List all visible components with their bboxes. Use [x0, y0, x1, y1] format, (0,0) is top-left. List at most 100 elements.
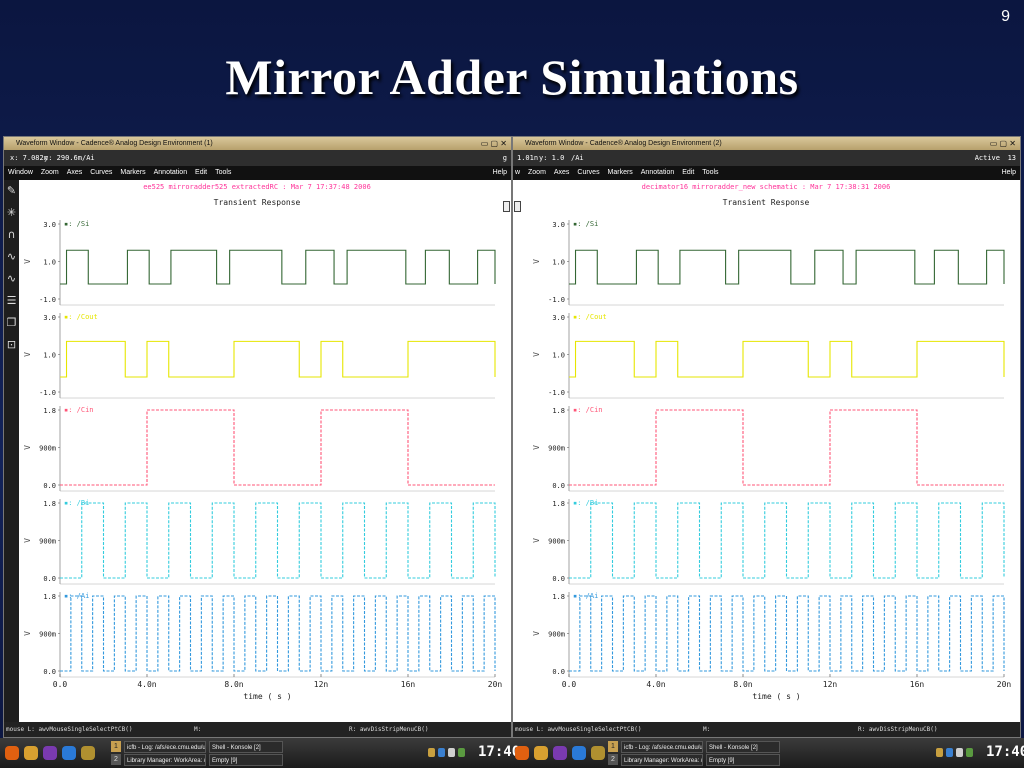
kde-icon[interactable] [534, 746, 548, 760]
menu-curves[interactable]: Curves [90, 169, 113, 176]
menu-tools[interactable]: Tools [702, 169, 719, 176]
series-legend: ▪: /Cout [64, 313, 98, 321]
tray-icon[interactable] [458, 748, 465, 757]
wave-down-icon[interactable]: ∿ [6, 250, 17, 263]
x-tick-label: 0.0 [562, 680, 577, 689]
help-icon[interactable] [572, 746, 586, 760]
pixel-icon[interactable] [553, 746, 567, 760]
status-mouse-right: R: awvDisStripMenuCB() [349, 726, 429, 733]
terminal-icon[interactable] [591, 746, 605, 760]
menu-annotation[interactable]: Annotation [153, 169, 188, 176]
task-icfb-log[interactable]: icfb - Log: /afs/ece.cmu.edu/u [124, 741, 206, 753]
y-unit-label: V [23, 631, 32, 636]
menu-annotation[interactable]: Annotation [640, 169, 675, 176]
scroll-marker[interactable] [503, 201, 510, 212]
window-titlebar[interactable]: Waveform Window - Cadence® Analog Design… [4, 137, 511, 150]
tray-icon[interactable] [966, 748, 973, 757]
firefox-icon[interactable] [515, 746, 529, 760]
coordinate-bar: 1.01n y: 1.0 /Ai Active 13 [513, 150, 1020, 166]
y-tick-label: 1.8 [43, 593, 56, 601]
menu-window[interactable]: w [515, 169, 521, 176]
taskbar-clock: 17:40 [478, 744, 521, 760]
y-unit-label: V [23, 259, 32, 264]
series-legend: ▪: /Cout [573, 313, 607, 321]
status-bar: mouse L: awvMouseSingleSelectPtCB() M: R… [4, 722, 511, 737]
coordinate-bar: x: 7.082n y: 290.6m /Ai g [4, 150, 511, 166]
window-controls[interactable]: ▭ ▢ ✕ [480, 139, 507, 148]
terminal-icon[interactable] [81, 746, 95, 760]
active-label: Active [974, 154, 1000, 162]
menu-axes[interactable]: Axes [553, 169, 570, 176]
help-icon[interactable] [62, 746, 76, 760]
y-unit-label: V [532, 259, 541, 264]
window-controls[interactable]: ▭ ▢ ✕ [989, 139, 1016, 148]
waveform-plot[interactable]: ee525 mirroradder525 extractedRC : Mar 7… [4, 180, 511, 708]
menu-window[interactable]: Window [8, 169, 33, 176]
x-axis-label: time ( s ) [752, 692, 800, 701]
wave-up-icon[interactable]: ∿ [6, 272, 17, 285]
task-icfb-log[interactable]: icfb - Log: /afs/ece.cmu.edu/u [621, 741, 703, 753]
menu-axes[interactable]: Axes [66, 169, 83, 176]
kde-icon[interactable] [24, 746, 38, 760]
menu-help[interactable]: Help [1001, 169, 1016, 176]
series-legend: ▪: /Bi [64, 499, 89, 507]
copy-icon[interactable]: ❐ [6, 316, 17, 329]
desktop-1-button[interactable]: 1 [608, 741, 618, 752]
task-empty[interactable]: Empty [9] [706, 754, 780, 766]
menu-markers[interactable]: Markers [607, 169, 633, 176]
task-empty[interactable]: Empty [9] [209, 754, 283, 766]
menu-edit[interactable]: Edit [195, 169, 208, 176]
tray-icon[interactable] [936, 748, 943, 757]
tray-icon[interactable] [956, 748, 963, 757]
desktop-2-button[interactable]: 2 [111, 754, 121, 765]
desktop-2-button[interactable]: 2 [608, 754, 618, 765]
tray-icon[interactable] [946, 748, 953, 757]
status-bar: mouse L: awvMouseSingleSelectPtCB() M: R… [513, 722, 1020, 737]
y-tick-label: 900m [548, 445, 565, 453]
y-tick-label: 900m [548, 631, 565, 639]
x-tick-label: 4.0n [137, 680, 156, 689]
y-tick-label: 0.0 [43, 668, 56, 676]
y-tick-label: 1.8 [552, 593, 565, 601]
y-tick-label: 1.8 [552, 407, 565, 415]
task-shell-konsole[interactable]: Shell - Konsole [2] [209, 741, 283, 753]
y-tick-label: 3.0 [552, 314, 565, 322]
task-library-manager[interactable]: Library Manager: WorkArea: /u/ [124, 754, 206, 766]
task-library-manager[interactable]: Library Manager: WorkArea: /u/ [621, 754, 703, 766]
waveform-plot[interactable]: decimator16 mirroradder_new schematic : … [513, 180, 1020, 708]
magnet-icon[interactable]: ∩ [7, 228, 16, 241]
tray-icon[interactable] [428, 748, 435, 757]
waveform-cout [569, 340, 1005, 378]
menu-zoom[interactable]: Zoom [40, 169, 59, 176]
desktop-1-button[interactable]: 1 [111, 741, 121, 752]
menu-tools[interactable]: Tools [215, 169, 232, 176]
waveform-cin [60, 409, 495, 486]
menu-edit[interactable]: Edit [682, 169, 695, 176]
tray-icon[interactable] [448, 748, 455, 757]
coord-x: x: 7.082n [10, 154, 48, 162]
task-shell-konsole[interactable]: Shell - Konsole [2] [706, 741, 780, 753]
pencil-icon[interactable]: ✎ [6, 184, 17, 197]
menu-curves[interactable]: Curves [577, 169, 600, 176]
sparkle-icon[interactable]: ✳ [6, 206, 17, 219]
pixel-icon[interactable] [43, 746, 57, 760]
firefox-icon[interactable] [5, 746, 19, 760]
scroll-marker[interactable] [514, 201, 521, 212]
window-title: Waveform Window - Cadence® Analog Design… [16, 140, 213, 147]
select-icon[interactable]: ⊡ [6, 338, 17, 351]
y-unit-label: V [532, 445, 541, 450]
y-tick-label: 1.0 [552, 259, 565, 267]
y-tick-label: 1.0 [43, 352, 56, 360]
menu-zoom[interactable]: Zoom [528, 169, 546, 176]
tray-icon[interactable] [438, 748, 445, 757]
tool-palette: ✎ ✳ ∩ ∿ ∿ ☰ ❐ ⊡ [4, 180, 19, 722]
y-unit-label: V [23, 352, 32, 357]
menu-markers[interactable]: Markers [120, 169, 146, 176]
x-tick-label: 12n [823, 680, 838, 689]
waveform-window-2[interactable]: Waveform Window - Cadence® Analog Design… [512, 136, 1021, 738]
taskbar-left: 1 2 icfb - Log: /afs/ece.cmu.edu/u Shell… [0, 738, 520, 768]
window-titlebar[interactable]: Waveform Window - Cadence® Analog Design… [513, 137, 1020, 150]
strip-icon[interactable]: ☰ [6, 294, 17, 307]
menu-help[interactable]: Help [492, 169, 507, 176]
waveform-window-1[interactable]: Waveform Window - Cadence® Analog Design… [3, 136, 512, 738]
